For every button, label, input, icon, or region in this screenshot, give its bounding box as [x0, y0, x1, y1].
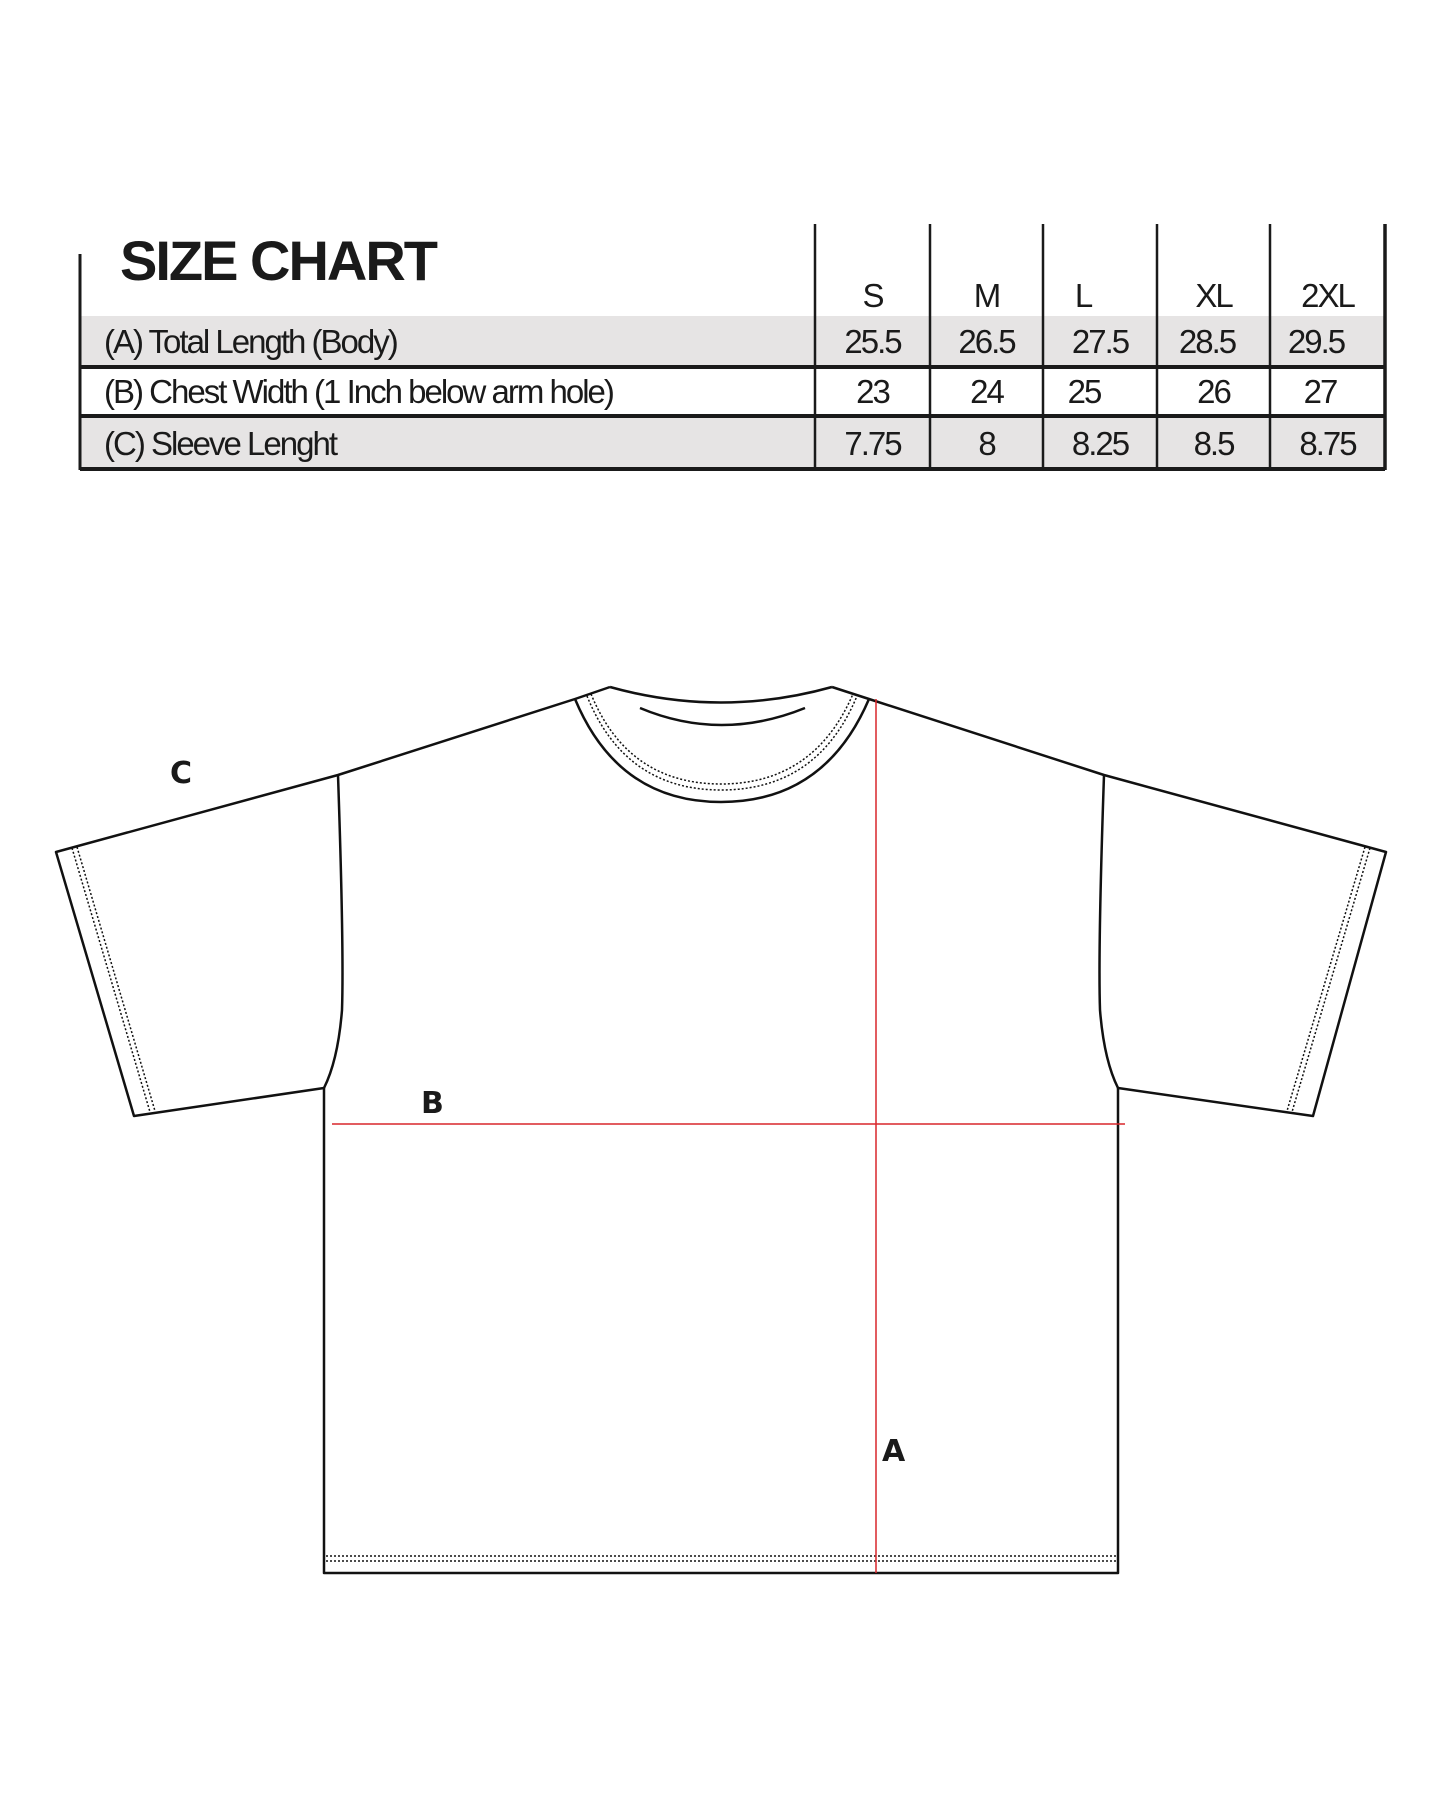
table-grid — [78, 224, 1387, 471]
row-value: 25 — [1067, 373, 1103, 410]
row-value: 23 — [856, 373, 891, 410]
row-label: (C) Sleeve Lenght — [104, 425, 338, 462]
label-c: C — [170, 756, 192, 791]
row-a-shade — [81, 316, 1384, 366]
row-value: 29.5 — [1287, 323, 1346, 360]
row-value: 8.5 — [1193, 425, 1236, 462]
chart-title: SIZE CHART — [120, 229, 438, 292]
size-header-xl: XL — [1195, 277, 1233, 314]
row-value: 8.25 — [1071, 425, 1130, 462]
row-value: 28.5 — [1178, 323, 1237, 360]
row-value: 27 — [1303, 373, 1339, 410]
size-header-2xl: 2XL — [1301, 277, 1356, 314]
size-header-s: S — [862, 277, 884, 314]
row-c-shade — [81, 418, 1384, 468]
row-label: (A) Total Length (Body) — [104, 323, 399, 360]
row-value: 26 — [1197, 373, 1232, 410]
label-b: B — [421, 1086, 444, 1121]
row-value: 7.75 — [844, 425, 902, 462]
size-header-l: L — [1074, 277, 1093, 314]
row-label: (B) Chest Width (1 Inch below arm hole) — [104, 373, 615, 410]
row-value: 27.5 — [1071, 323, 1130, 360]
label-a: A — [882, 1434, 905, 1469]
size-header-m: M — [973, 277, 1002, 314]
tshirt-outline — [54, 685, 1388, 1575]
row-value: 25.5 — [844, 323, 902, 360]
row-value: 8.75 — [1299, 425, 1357, 462]
row-value: 26.5 — [958, 323, 1016, 360]
row-value: 24 — [970, 373, 1005, 410]
row-value: 8 — [978, 425, 996, 462]
